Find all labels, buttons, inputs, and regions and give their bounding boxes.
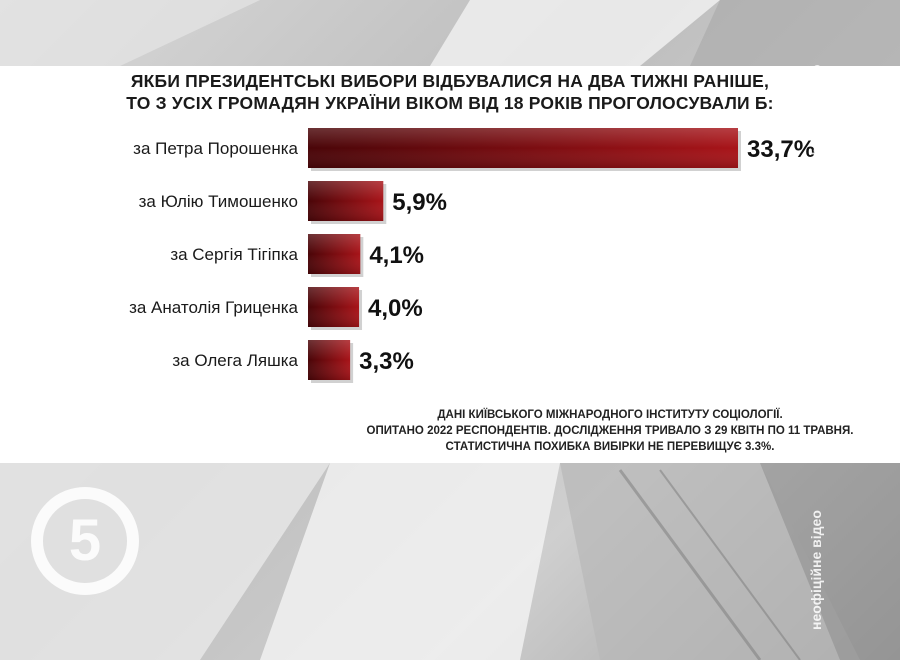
category-label: за Юлію Тимошенко [139, 192, 298, 211]
chart-title: ЯКБИ ПРЕЗИДЕНТСЬКІ ВИБОРИ ВІДБУВАЛИСЯ НА… [0, 70, 900, 114]
category-label: за Олега Ляшка [172, 351, 298, 370]
source-note-line-2: ОПИТАНО 2022 РЕСПОНДЕНТІВ. ДОСЛІДЖЕННЯ Т… [366, 425, 854, 437]
watermark-top: еофіційне відео [808, 64, 824, 176]
bar-highlight [308, 181, 384, 221]
value-label: 4,1% [369, 242, 424, 269]
source-note: ДАНІ КИЇВСЬКОГО МІЖНАРОДНОГО ІНСТИТУТУ С… [250, 407, 900, 455]
chart-title-line-2: ТО З УСІХ ГРОМАДЯН УКРАЇНИ ВІКОМ ВІД 18 … [126, 93, 774, 113]
bar-highlight [308, 234, 361, 274]
bar-highlight [308, 287, 360, 327]
value-label: 3,3% [359, 348, 414, 375]
source-note-line-1: ДАНІ КИЇВСЬКОГО МІЖНАРОДНОГО ІНСТИТУТУ С… [437, 409, 783, 421]
source-note-line-3: СТАТИСТИЧНА ПОХИБКА ВИБІРКИ НЕ ПЕРЕВИЩУЄ… [445, 441, 775, 453]
value-label: 33,7% [747, 136, 815, 163]
category-label: за Сергія Тігіпка [170, 245, 298, 264]
watermark-bottom: неофіційне відео [808, 510, 824, 630]
bar-chart: за Петра Порошенка 33,7% за Юлію Тимошенко… [129, 128, 815, 383]
chart-title-line-1: ЯКБИ ПРЕЗИДЕНТСЬКІ ВИБОРИ ВІДБУВАЛИСЯ НА… [130, 71, 770, 91]
value-label: 5,9% [392, 189, 447, 216]
value-label: 4,0% [368, 295, 423, 322]
bar-highlight [308, 128, 738, 168]
category-label: за Анатолія Гриценка [129, 298, 298, 317]
channel-5-logo-icon: 5 [31, 487, 139, 595]
category-label: за Петра Порошенка [133, 139, 298, 158]
bar-highlight [308, 340, 351, 380]
logo-text: 5 [69, 508, 101, 573]
